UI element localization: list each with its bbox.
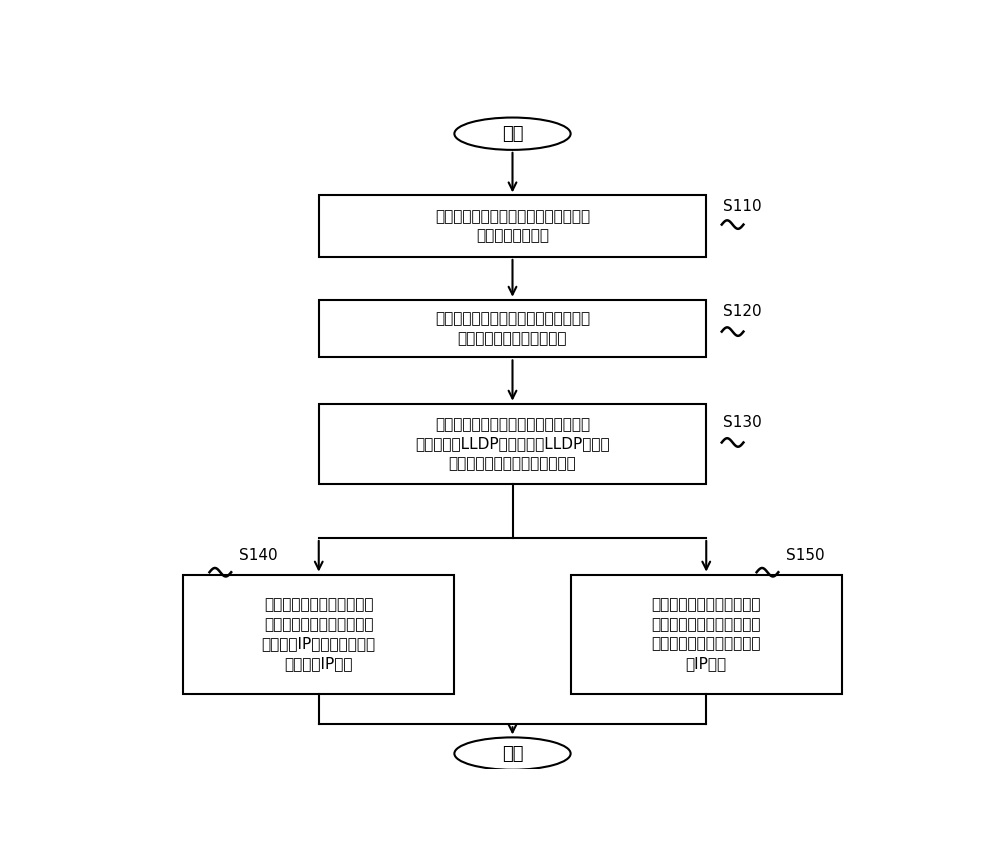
Text: S120: S120 bbox=[723, 304, 762, 319]
Bar bbox=[183, 575, 454, 694]
Text: 通过管理端口向控制器发送第一转发设
备的设备特征信息: 通过管理端口向控制器发送第一转发设 备的设备特征信息 bbox=[435, 209, 590, 244]
Text: 接收控制器根据设备特征信息为第一业
务端口分配的第一地址标识: 接收控制器根据设备特征信息为第一业 务端口分配的第一地址标识 bbox=[435, 311, 590, 346]
Bar bbox=[319, 300, 706, 358]
Text: S130: S130 bbox=[723, 415, 762, 430]
Text: S110: S110 bbox=[723, 200, 762, 214]
Text: 通过第一业务端口，接收第二转发设备
发送的第一LLDP报文，第一LLDP报文包
括第二业务端口的第二地址标识: 通过第一业务端口，接收第二转发设备 发送的第一LLDP报文，第一LLDP报文包 … bbox=[415, 416, 610, 472]
Bar bbox=[319, 195, 706, 257]
Bar bbox=[319, 403, 706, 485]
Text: S150: S150 bbox=[786, 548, 825, 562]
Bar bbox=[571, 575, 842, 694]
Ellipse shape bbox=[454, 737, 571, 770]
Text: 开始: 开始 bbox=[502, 124, 523, 143]
Text: 结束: 结束 bbox=[502, 745, 523, 763]
Text: S140: S140 bbox=[239, 548, 278, 562]
Text: 如果第一地址标识大于第二
地址标识，则将第一地址标
识对应的IP地址作为第一业
务端口的IP地址: 如果第一地址标识大于第二 地址标识，则将第一地址标 识对应的IP地址作为第一业 … bbox=[262, 597, 376, 671]
Text: 如果第一地址标识不大于第
二地址标识，则根据第二地
址标识，生成第一业务端口
的IP地址: 如果第一地址标识不大于第 二地址标识，则根据第二地 址标识，生成第一业务端口 的… bbox=[652, 597, 761, 671]
Ellipse shape bbox=[454, 118, 571, 149]
